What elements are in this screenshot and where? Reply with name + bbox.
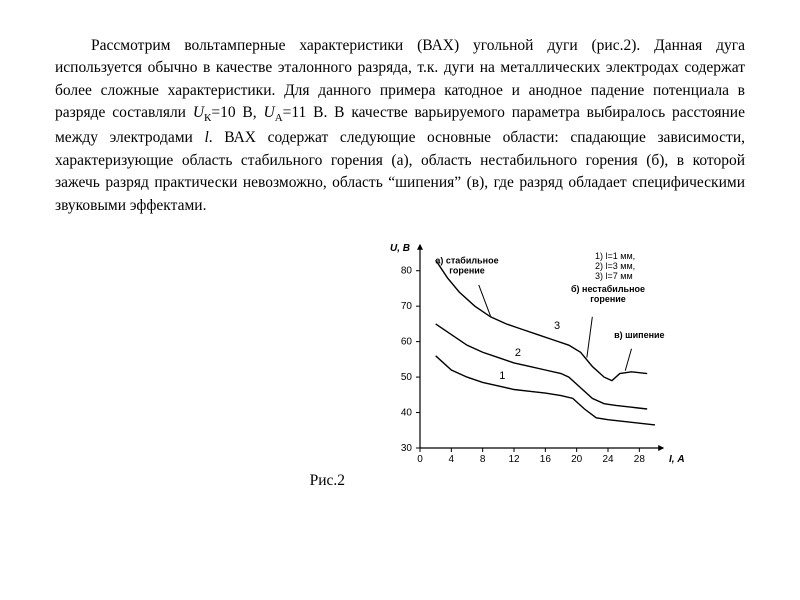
svg-text:3: 3 <box>554 321 560 333</box>
svg-text:б) нестабильное: б) нестабильное <box>571 284 645 294</box>
svg-text:30: 30 <box>401 443 413 454</box>
svg-text:20: 20 <box>571 454 583 465</box>
svg-text:8: 8 <box>480 454 486 465</box>
p1-lead: Рассмотрим вольтамперные характеристики … <box>91 37 640 54</box>
svg-text:I, А: I, А <box>669 454 685 465</box>
svg-text:28: 28 <box>634 454 646 465</box>
main-paragraph: Рассмотрим вольтамперные характеристики … <box>55 35 745 217</box>
svg-text:U, В: U, В <box>390 243 410 254</box>
svg-text:горение: горение <box>590 294 626 304</box>
svg-text:40: 40 <box>401 408 413 419</box>
chart-svg: 0 4 8 12 16 20 24 28 30 40 50 60 70 80 U, В I, А 12 3 1) l… <box>350 235 710 485</box>
svg-text:а) стабильное: а) стабильное <box>435 256 498 266</box>
svg-text:3) l=7 мм: 3) l=7 мм <box>595 271 633 281</box>
vah-chart: 0 4 8 12 16 20 24 28 30 40 50 60 70 80 U, В I, А 12 3 1) l… <box>350 235 710 485</box>
UK-symbol: U <box>193 104 204 121</box>
UK-val: =10 В, <box>211 104 263 121</box>
UA-symbol: U <box>263 104 274 121</box>
svg-text:1: 1 <box>499 370 505 382</box>
UA-sub: A <box>275 113 283 125</box>
svg-text:2: 2 <box>515 347 521 359</box>
svg-text:горение: горение <box>449 266 485 276</box>
svg-text:12: 12 <box>508 454 520 465</box>
svg-text:16: 16 <box>540 454 552 465</box>
figure-caption: Рис.2 <box>310 472 345 490</box>
figure-area: Рис.2 0 4 8 12 16 20 24 28 30 40 50 60 70 80 U, В I, А 1… <box>55 235 745 500</box>
svg-text:в) шипение: в) шипение <box>614 330 664 340</box>
svg-text:80: 80 <box>401 266 413 277</box>
svg-text:1) l=1 мм,: 1) l=1 мм, <box>595 251 635 261</box>
svg-text:0: 0 <box>417 454 423 465</box>
svg-text:60: 60 <box>401 337 413 348</box>
svg-text:4: 4 <box>449 454 455 465</box>
svg-text:50: 50 <box>401 372 413 383</box>
svg-text:70: 70 <box>401 301 413 312</box>
svg-text:24: 24 <box>602 454 614 465</box>
svg-text:2) l=3 мм,: 2) l=3 мм, <box>595 261 635 271</box>
